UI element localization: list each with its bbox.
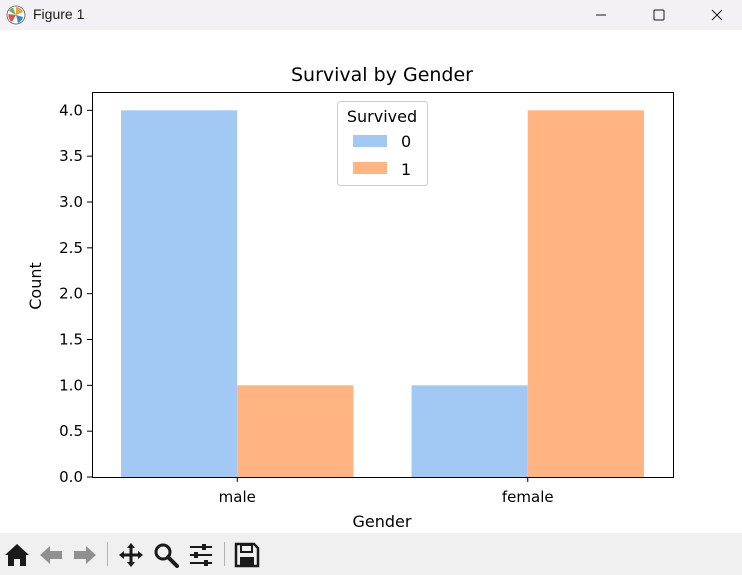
legend-label-1: 1 [401,160,411,179]
toolbar-separator [107,542,108,566]
legend-swatch-0 [353,135,387,147]
minimize-button[interactable] [578,0,624,30]
bar-female-survived-0 [411,385,528,477]
zoom-icon [154,543,179,568]
y-tick-label: 0.0 [59,468,83,486]
back-button[interactable] [37,541,65,569]
y-tick-label: 1.0 [59,376,83,394]
zoom-button[interactable] [152,541,180,569]
y-tick-label: 0.5 [59,422,83,440]
matplotlib-logo-icon [6,5,26,25]
bar-chart: Survival by Gender 0.0 0.5 1.0 1.5 2.0 2.5 3.0… [26,64,674,531]
pan-button[interactable] [117,541,145,569]
navigation-toolbar [0,533,742,575]
bar-male-survived-0 [121,110,238,477]
legend-swatch-1 [353,162,387,174]
back-arrow-icon [40,546,62,564]
y-tick-label: 3.5 [59,147,83,165]
y-tick-label: 2.0 [59,285,83,303]
y-tick-label: 4.0 [59,101,83,119]
x-tick-label-male: male [219,488,256,506]
pan-icon [119,543,143,567]
home-icon [5,544,29,566]
y-axis-label: Count [26,262,45,310]
toolbar-separator [224,542,225,566]
bar-female-survived-1 [527,110,644,477]
window-title: Figure 1 [33,6,85,22]
plot-frame [92,92,674,478]
x-tick-label-female: female [502,488,554,506]
home-button[interactable] [3,541,31,569]
save-button[interactable] [233,541,261,569]
y-tick-label: 3.0 [59,193,83,211]
figure-canvas[interactable]: Survival by Gender 0.0 0.5 1.0 1.5 2.0 2.5 3.0… [0,30,742,533]
y-tick-label: 2.5 [59,239,83,257]
configure-subplots-button[interactable] [187,541,215,569]
y-tick-label: 1.5 [59,331,83,349]
configure-subplots-icon [190,544,212,566]
window-titlebar: Figure 1 [0,0,742,30]
x-axis-label: Gender [353,512,412,531]
legend-label-0: 0 [401,132,411,151]
legend-title: Survived [347,107,417,126]
close-icon [711,9,723,21]
close-button[interactable] [694,0,740,30]
maximize-icon [653,9,665,21]
save-icon [234,542,260,568]
forward-arrow-icon [74,546,96,564]
chart-title: Survival by Gender [291,64,473,86]
legend: Survived 0 1 [337,101,428,186]
bar-male-survived-1 [237,385,354,477]
maximize-button[interactable] [636,0,682,30]
forward-button[interactable] [71,541,99,569]
minimize-icon [596,14,606,16]
